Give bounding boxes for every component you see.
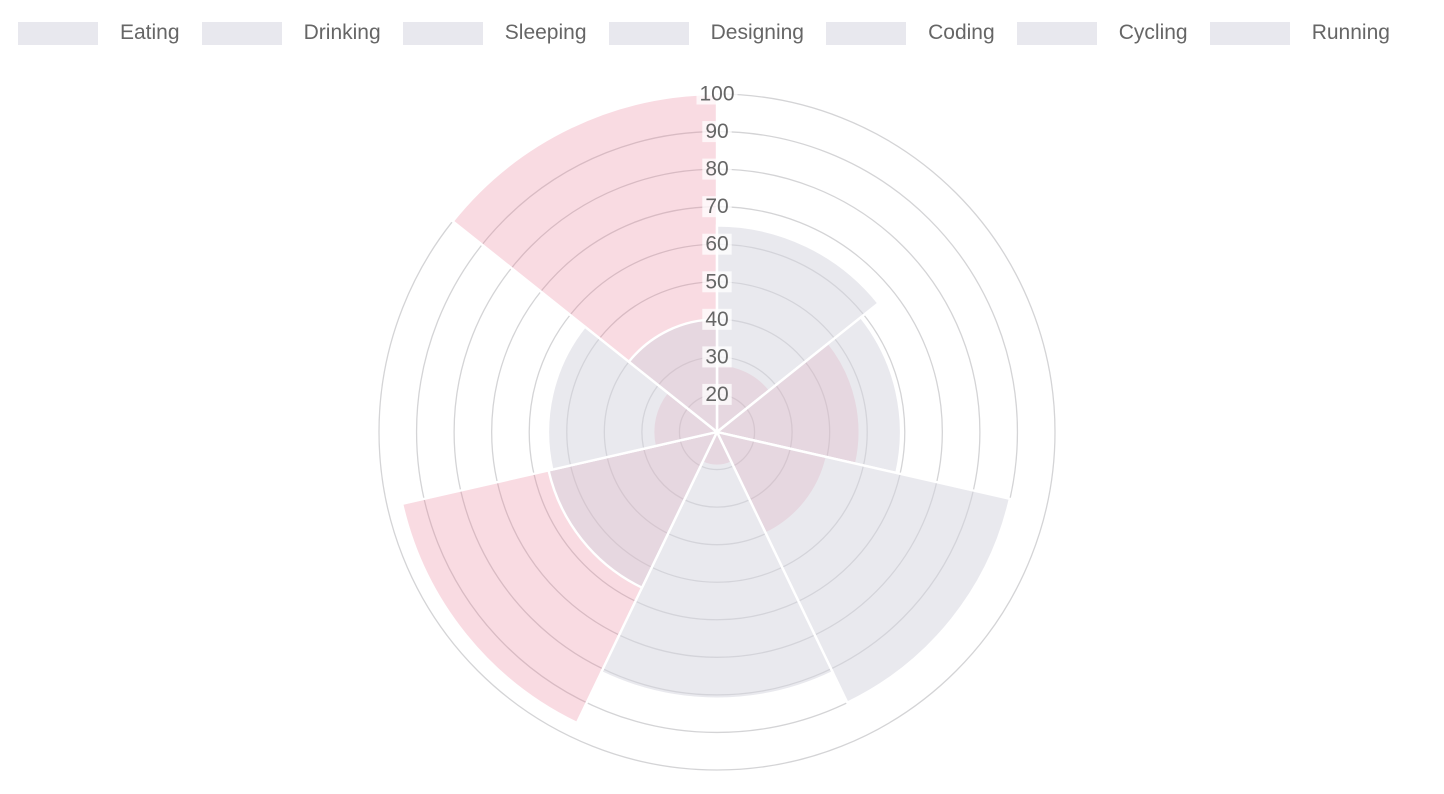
radial-tick-label: 40 — [705, 308, 728, 331]
radial-tick-label: 20 — [705, 383, 728, 406]
radial-tick-label: 90 — [705, 120, 728, 143]
tick-backdrop — [702, 121, 732, 143]
legend-swatch — [402, 21, 483, 45]
legend-label: Running — [1311, 21, 1390, 44]
radial-tick-label: 50 — [705, 270, 728, 293]
radial-tick-label: 70 — [705, 195, 728, 218]
chart-legend: Eating Drinking Sleeping Designing Coding Cyc… — [0, 21, 1444, 45]
radial-tick-label: 100 — [699, 83, 734, 106]
legend-item-designing[interactable]: Designing — [608, 21, 804, 45]
legend-label: Coding — [928, 21, 995, 44]
sector-sleeping-dataset-1[interactable] — [714, 430, 1012, 705]
legend-swatch — [18, 21, 98, 45]
series-dataset-1 — [546, 224, 1012, 705]
radial-tick-label: 80 — [705, 158, 728, 181]
tick-backdrop — [702, 196, 732, 218]
legend-item-sleeping[interactable]: Sleeping — [402, 21, 587, 45]
tick-backdrop — [702, 158, 732, 180]
legend-swatch — [826, 21, 907, 45]
radial-tick-label: 30 — [705, 345, 728, 368]
legend-item-coding[interactable]: Coding — [826, 21, 995, 45]
legend-swatch — [201, 21, 282, 45]
legend-swatch — [1016, 21, 1097, 45]
sector-eating-dataset-1[interactable] — [715, 224, 881, 435]
radial-tick-label: 60 — [705, 233, 728, 256]
sector-coding-dataset-1[interactable] — [547, 430, 720, 590]
legend-label: Sleeping — [504, 21, 587, 44]
sector-cycling-dataset-1[interactable] — [546, 324, 720, 472]
tick-backdrop — [702, 271, 732, 293]
tick-backdrop — [702, 346, 732, 368]
legend-item-drinking[interactable]: Drinking — [201, 21, 381, 45]
legend-swatch — [1209, 21, 1290, 45]
legend-item-running[interactable]: Running — [1209, 21, 1390, 45]
tick-backdrop — [702, 383, 732, 405]
tick-backdrop — [702, 308, 732, 330]
radial-tick-labels: 20 30 40 50 60 70 80 90 100 — [696, 83, 738, 406]
legend-item-eating[interactable]: Eating — [18, 21, 180, 45]
legend-item-cycling[interactable]: Cycling — [1016, 21, 1188, 45]
legend-label: Cycling — [1118, 21, 1188, 44]
sector-designing-dataset-1[interactable] — [599, 429, 835, 700]
legend-swatch — [608, 21, 689, 45]
legend-label: Eating — [120, 21, 180, 44]
legend-label: Drinking — [303, 21, 381, 44]
tick-backdrop — [696, 83, 738, 105]
tick-backdrop — [702, 233, 732, 255]
sector-drinking-dataset-1[interactable] — [714, 315, 903, 475]
legend-label: Designing — [710, 21, 804, 44]
